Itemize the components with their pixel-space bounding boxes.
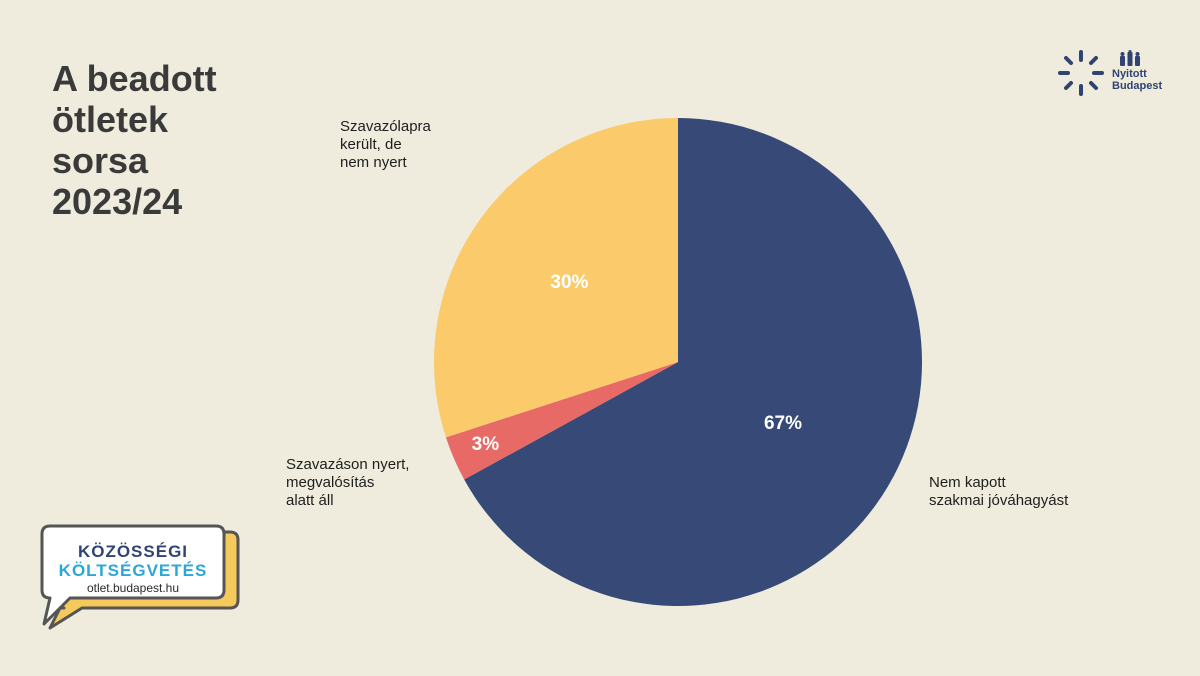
slice-label-line: szakmai jóváhagyást bbox=[929, 492, 1069, 509]
brand-line2: Budapest bbox=[1112, 80, 1163, 92]
slice-label-line: megvalósítás bbox=[286, 474, 375, 491]
slice-label-ballot: Szavazólapra került, de nem nyert bbox=[340, 118, 431, 172]
slice-label-line: nem nyert bbox=[340, 154, 407, 171]
slice-label-line: került, de bbox=[340, 136, 402, 153]
slice-label-line: Szavazólapra bbox=[340, 118, 431, 135]
badge-line2: KÖLTSÉGVETÉS bbox=[58, 561, 208, 580]
badge-url: otlet.budapest.hu bbox=[86, 581, 180, 595]
coat-of-arms-icon bbox=[1120, 50, 1140, 66]
brand-text: Nyitott Budapest bbox=[1112, 68, 1162, 92]
title-line: 2023/24 bbox=[52, 181, 183, 222]
slice-label-line: Szavazáson nyert, bbox=[286, 456, 410, 473]
page-title: A beadott ötletek sorsa 2023/24 bbox=[52, 58, 217, 222]
title-line: A beadott bbox=[52, 58, 217, 99]
pie-slice bbox=[464, 118, 923, 606]
kozossegi-koltsegvetes-badge: KÖZÖSSÉGI KÖLTSÉGVETÉS otlet.budapest.hu bbox=[36, 524, 246, 634]
value-label-won: 3% bbox=[471, 434, 500, 456]
value-label-rejected: 67% bbox=[763, 413, 803, 435]
title-line: ötletek bbox=[52, 99, 169, 140]
brand-line1: Nyitott bbox=[1112, 68, 1147, 80]
value-label-ballot: 30% bbox=[550, 272, 589, 294]
slice-label-line: alatt áll bbox=[286, 492, 334, 509]
speech-bubble-icon bbox=[40, 524, 240, 630]
slice-label-won: Szavazáson nyert, megvalósítás alatt áll bbox=[286, 456, 409, 510]
nyitott-budapest-logo: Nyitott Budapest bbox=[1056, 46, 1162, 100]
badge-text: KÖZÖSSÉGI KÖLTSÉGVETÉS otlet.budapest.hu bbox=[48, 542, 218, 596]
slice-label-rejected: Nem kapott szakmai jóváhagyást bbox=[929, 474, 1068, 510]
pie-slice bbox=[434, 118, 678, 438]
slice-label-line: Nem kapott bbox=[929, 474, 1006, 491]
title-line: sorsa bbox=[52, 140, 149, 181]
badge-line1: KÖZÖSSÉGI bbox=[77, 542, 189, 561]
sunburst-icon bbox=[1058, 50, 1104, 96]
pie-slice bbox=[445, 362, 678, 480]
